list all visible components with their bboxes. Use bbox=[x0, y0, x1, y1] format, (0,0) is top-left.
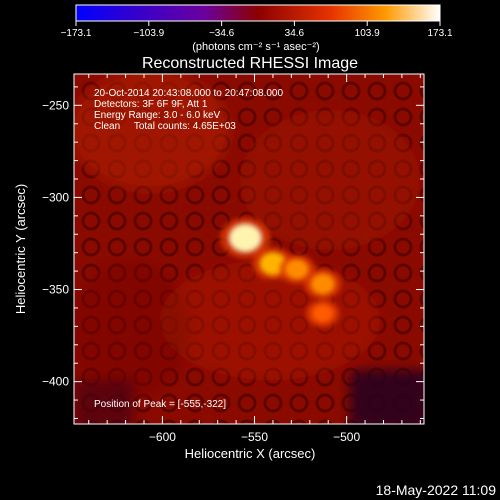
annotation-time: 20-Oct-2014 20:43:08.000 to 20:47:08.000 bbox=[94, 88, 283, 99]
y-axis-label: Heliocentric Y (arcsec) bbox=[13, 184, 28, 314]
colorbar-tick-label: 103.9 bbox=[355, 28, 380, 39]
source-core bbox=[312, 304, 334, 323]
plot-frame bbox=[73, 73, 425, 425]
axes: −600 −550 −500 −250 −300 −350 −400 bbox=[42, 74, 424, 444]
colorbar-tick-label: 173.1 bbox=[427, 28, 452, 39]
colorbar-ticks: −173.1 −103.9 −34.6 34.6 103.9 173.1 bbox=[61, 21, 453, 39]
x-tick-label: −600 bbox=[149, 430, 176, 444]
y-tick-label: −400 bbox=[42, 375, 69, 389]
annotation-block: 20-Oct-2014 20:43:08.000 to 20:47:08.000… bbox=[94, 88, 283, 132]
x-tick-label: −500 bbox=[333, 430, 360, 444]
annotation-clean-counts: Clean Total counts: 4.65E+03 bbox=[94, 121, 236, 132]
x-tick-label: −550 bbox=[241, 430, 268, 444]
colorbar-unit-label: (photons cm⁻² s⁻¹ asec⁻²) bbox=[192, 41, 319, 53]
peak-position-label: Position of Peak = [-555,-322] bbox=[94, 399, 226, 410]
colorbar-tick-label: −34.6 bbox=[209, 28, 235, 39]
colorbar-tick-label: −103.9 bbox=[133, 28, 164, 39]
source-core bbox=[229, 224, 261, 252]
chart-title: Reconstructed RHESSI Image bbox=[142, 55, 358, 72]
annotation-detectors: Detectors: 3F 6F 9F, Att 1 bbox=[94, 99, 208, 110]
footer-timestamp: 18-May-2022 11:09 bbox=[376, 482, 497, 498]
colorbar bbox=[75, 4, 441, 22]
annotation-energy: Energy Range: 3.0 - 6.0 keV bbox=[94, 110, 221, 121]
colorbar-tick-label: −173.1 bbox=[61, 28, 92, 39]
y-tick-label: −300 bbox=[42, 190, 69, 204]
y-tick-label: −350 bbox=[42, 283, 69, 297]
colorbar-tick-label: 34.6 bbox=[285, 28, 305, 39]
x-axis-label: Heliocentric X (arcsec) bbox=[185, 446, 316, 461]
source-core bbox=[311, 274, 335, 294]
source-core bbox=[285, 259, 309, 279]
y-tick-label: −250 bbox=[42, 98, 69, 112]
heatmap-image bbox=[74, 74, 424, 424]
